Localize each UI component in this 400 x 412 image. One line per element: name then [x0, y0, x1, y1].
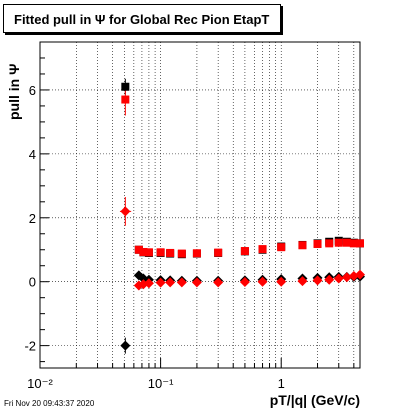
data-point-square [139, 247, 148, 256]
y-tick-label: 2 [29, 211, 36, 226]
data-point-diamond [239, 277, 250, 288]
data-point-diamond [276, 276, 287, 287]
data-point-square [121, 82, 130, 91]
data-point-square [298, 241, 307, 250]
data-point-diamond [333, 273, 344, 284]
data-point-square [177, 249, 186, 258]
footer-timestamp: Fri Nov 20 09:43:37 2020 [4, 399, 95, 408]
data-point-diamond [176, 277, 187, 288]
data-point-diamond [355, 269, 365, 280]
data-point-square [258, 245, 267, 254]
data-point-square [156, 248, 165, 257]
data-point-square [240, 247, 249, 256]
y-tick-label: 4 [29, 147, 36, 162]
data-point-diamond [143, 278, 154, 289]
data-point-square [192, 249, 201, 258]
data-point-diamond [213, 277, 224, 288]
x-tick-label: 10⁻² [27, 376, 53, 391]
data-point-diamond [191, 277, 202, 288]
data-point-square [349, 239, 358, 248]
y-tick-label: -2 [24, 339, 36, 354]
data-point-square [277, 243, 286, 252]
chart-title: Fitted pull in Ψ for Global Rec Pion Eta… [14, 12, 270, 27]
data-point-diamond [120, 206, 131, 217]
x-tick-label: 10⁻¹ [148, 376, 174, 391]
plot-frame [39, 41, 361, 369]
data-point-diamond [155, 277, 166, 288]
data-point-square [313, 239, 322, 248]
title-box: Fitted pull in Ψ for Global Rec Pion Eta… [3, 4, 281, 33]
data-point-square [334, 238, 343, 247]
data-point-diamond [120, 340, 131, 351]
data-point-square [356, 239, 364, 248]
data-point-square [134, 245, 143, 254]
data-point-square [144, 248, 153, 257]
y-axis-label: pull in Ψ [6, 63, 22, 120]
x-axis-label: pT/|q| (GeV/c) [269, 392, 360, 408]
data-point-square [342, 238, 351, 247]
y-tick-label: 0 [29, 275, 36, 290]
data-point-diamond [165, 277, 176, 288]
data-point-diamond [324, 274, 335, 285]
data-point-square [121, 95, 130, 104]
data-point-diamond [312, 275, 323, 286]
data-point-diamond [341, 272, 352, 283]
x-tick-label: 1 [278, 376, 285, 391]
data-point-diamond [257, 276, 268, 287]
data-point-square [325, 239, 334, 248]
data-point-diamond [297, 276, 308, 287]
data-point-square [214, 248, 223, 257]
data-point-square [166, 248, 175, 257]
y-tick-label: 6 [29, 83, 36, 98]
